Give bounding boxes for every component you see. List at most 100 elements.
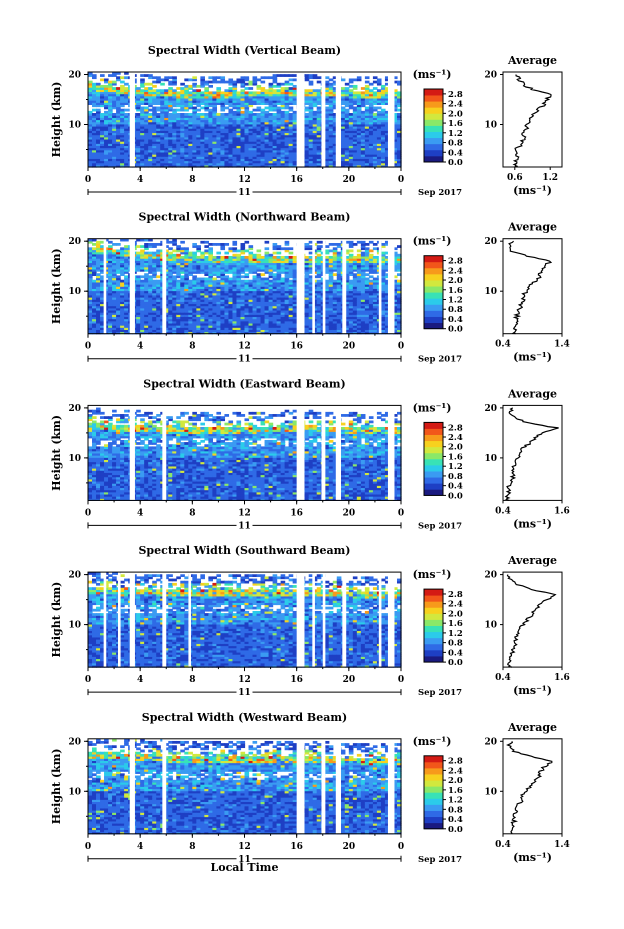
heatmap-cell — [349, 85, 354, 88]
heatmap-cell — [224, 252, 229, 255]
heatmap-cell — [196, 89, 201, 92]
heatmap-cell — [261, 273, 266, 276]
colorbar-segment — [424, 107, 443, 113]
average-x-tick-label: 0.6 — [507, 173, 523, 183]
heatmap-cell — [261, 81, 266, 84]
heatmap-cell — [313, 74, 318, 77]
heatmap-cell — [369, 89, 374, 92]
heatmap-cell — [224, 275, 229, 278]
heatmap-cell — [204, 278, 209, 281]
heatmap-cell — [281, 87, 286, 90]
heatmap-cell — [188, 91, 193, 94]
heatmap-cell — [144, 273, 149, 276]
heatmap-cell — [188, 252, 193, 255]
heatmap-cell — [180, 247, 185, 250]
heatmap-cell — [164, 89, 169, 92]
date-label: Sep 2017 — [418, 188, 462, 198]
heatmap-cell — [92, 113, 97, 116]
heatmap-cell — [196, 245, 201, 248]
y-tick-label: 20 — [68, 71, 81, 81]
heatmap-cell — [172, 89, 177, 92]
heatmap-cell — [281, 74, 286, 77]
heatmap-cell — [249, 111, 254, 114]
heatmap-cell — [277, 83, 282, 86]
heatmap-cell — [212, 256, 217, 259]
heatmap-cell — [184, 113, 189, 116]
heatmap-cell — [293, 85, 298, 88]
heatmap-cells — [88, 72, 402, 168]
heatmap-cell — [353, 107, 358, 110]
heatmap-cell — [172, 76, 177, 79]
heatmap-cell — [208, 91, 213, 94]
heatmap-cell — [245, 87, 250, 90]
heatmap-cell — [116, 275, 121, 278]
heatmap-cell — [92, 83, 97, 86]
heatmap-cell — [349, 89, 354, 92]
heatmap-cell — [289, 78, 294, 81]
heatmap-cell — [369, 83, 374, 86]
heatmap-cell — [208, 76, 213, 79]
heatmap-cell — [120, 85, 125, 88]
heatmap-cell — [160, 78, 165, 81]
colorbar-tick-label: 2.4 — [448, 100, 463, 110]
heatmap-cell — [281, 111, 286, 114]
colorbar-tick-label: 0.4 — [448, 148, 463, 158]
heatmap-cell — [232, 111, 237, 114]
heatmap-cell — [236, 91, 241, 94]
heatmap-cell — [313, 89, 318, 92]
heatmap-cell — [136, 113, 141, 116]
heatmap-cell — [269, 113, 274, 116]
heatmap-cell — [92, 280, 97, 283]
colorbar-segment — [424, 126, 443, 132]
heatmap-cell — [192, 83, 197, 86]
heatmap-cell — [224, 107, 229, 110]
heatmap-cell — [108, 245, 113, 248]
heatmap-cell — [281, 247, 286, 250]
heatmap-cell — [216, 256, 221, 259]
heatmap-cell — [152, 76, 157, 79]
heatmap-cell — [108, 74, 113, 77]
heatmap-cell — [204, 245, 209, 248]
heatmap-cell — [261, 87, 266, 90]
heatmap-cell — [373, 91, 378, 94]
heatmap-cell — [265, 247, 270, 250]
heatmap-cell — [196, 85, 201, 88]
heatmap-cell — [228, 78, 233, 81]
heatmap-cell — [377, 78, 382, 81]
heatmap-cell — [357, 91, 362, 94]
heatmap-cell — [236, 78, 241, 81]
x-tick-label: 4 — [137, 175, 143, 185]
heatmap-cell — [224, 243, 229, 246]
heatmap-cell — [253, 91, 258, 94]
heatmap-cell — [124, 245, 129, 248]
heatmap-cell — [152, 107, 157, 110]
heatmap-cell — [289, 107, 294, 110]
heatmap-cell — [200, 241, 205, 244]
heatmap-cell — [249, 81, 254, 84]
heatmap-cell — [148, 113, 153, 116]
heatmap-cell — [96, 109, 101, 112]
heatmap-cell — [212, 76, 217, 79]
heatmap-cell — [144, 83, 149, 86]
heatmap-cell — [112, 113, 117, 116]
heatmap-cell — [261, 278, 266, 281]
heatmap-cell — [261, 256, 266, 259]
heatmap-cell — [353, 91, 358, 94]
heatmap-cell — [273, 243, 278, 246]
heatmap-cell — [273, 252, 278, 255]
heatmap-cell — [148, 109, 153, 112]
heatmap-cell — [373, 81, 378, 84]
heatmap-cell — [156, 280, 161, 283]
heatmap-cell — [220, 113, 225, 116]
x-tick-label: 0 — [85, 175, 91, 185]
heatmap-cell — [136, 245, 141, 248]
heatmap-cell — [104, 85, 109, 88]
heatmap-cell — [249, 252, 254, 255]
heatmap-cell — [188, 113, 193, 116]
heatmap-cell — [349, 113, 354, 116]
heatmap-cell — [88, 111, 93, 114]
panel-title: Spectral Width (Vertical Beam) — [148, 44, 341, 57]
panel-title: Spectral Width (Northward Beam) — [139, 211, 351, 224]
heatmap-cell — [317, 107, 322, 110]
heatmap-cell — [212, 91, 217, 94]
